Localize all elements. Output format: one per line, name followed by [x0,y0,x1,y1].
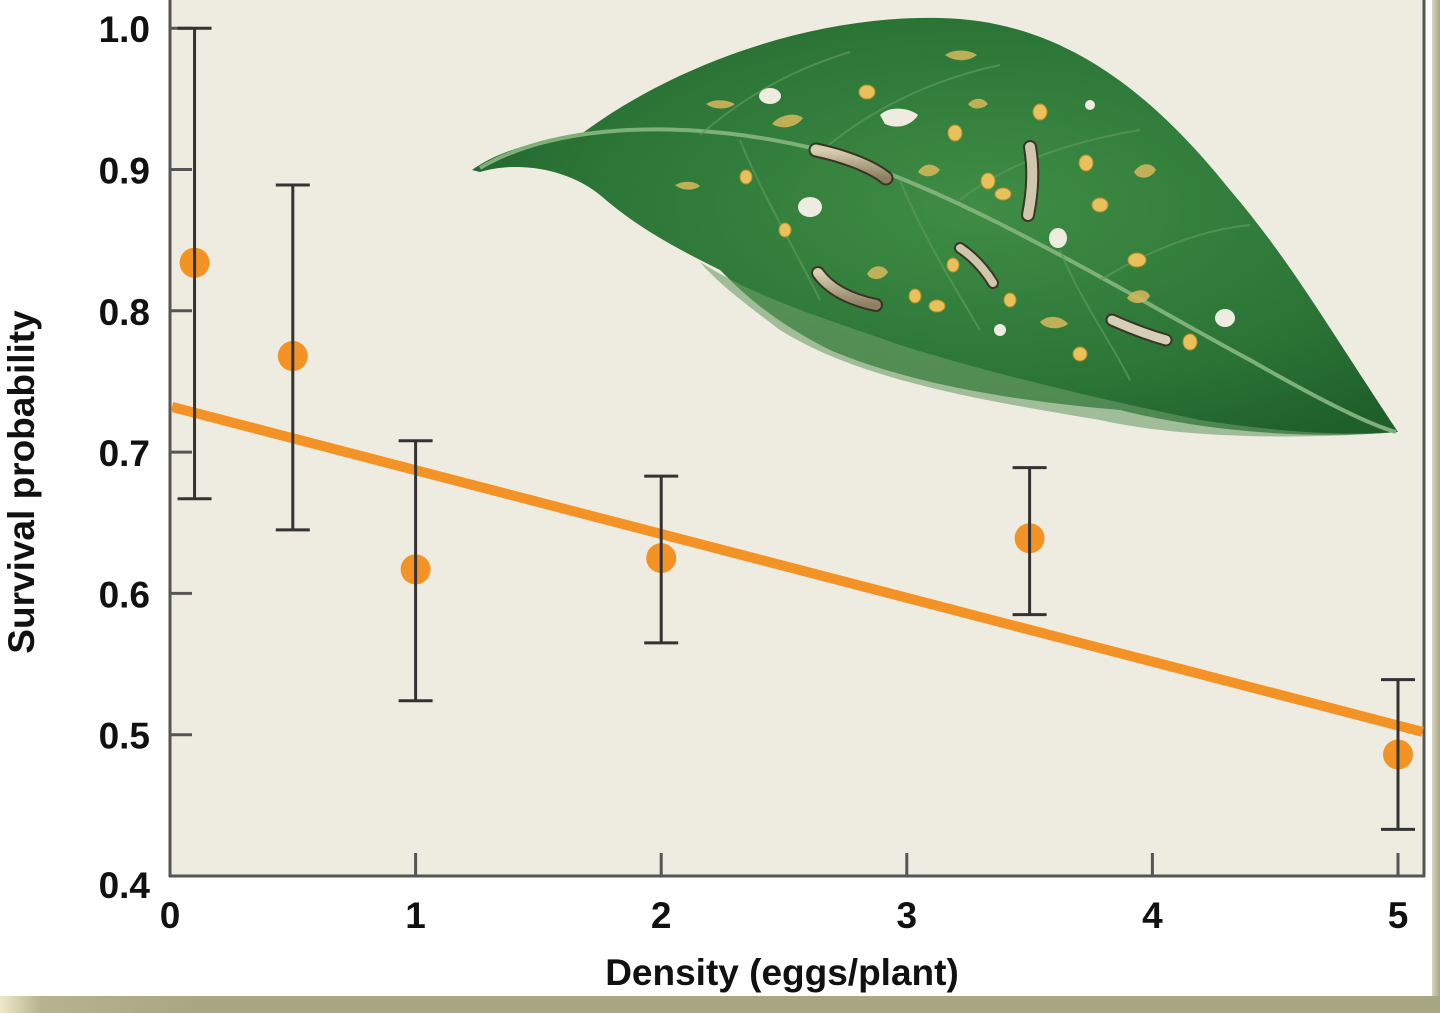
axes [168,0,1426,878]
feeding-holes [759,88,1235,336]
data-point [1012,466,1047,617]
y-axis-title: Survival probability [1,310,42,654]
image-frame-bottom [0,996,1440,1013]
y-tick-label: 0.8 [99,292,150,333]
x-tick-label: 0 [160,895,181,936]
eggs [739,84,1198,362]
x-tick-label: 4 [1142,895,1163,936]
image-frame-right [1432,0,1440,1013]
y-tick-label: 0.9 [99,151,150,192]
y-tick-label: 0.4 [99,865,151,906]
y-tick-label: 1.0 [99,9,150,50]
x-tick-label: 3 [897,895,918,936]
data-point [1381,678,1415,831]
data-point [177,26,212,501]
x-axis-ticks: 0 1 2 3 4 5 [160,853,1409,936]
data-point [644,474,679,645]
y-tick-label: 0.6 [99,574,150,615]
x-axis-title: Density (eggs/plant) [605,952,959,993]
leaf-illustration [472,17,1398,437]
y-axis-ticks: 0.4 0.5 0.6 0.7 0.8 0.9 1.0 [99,9,192,906]
data-point [398,439,433,703]
data-point [275,183,310,532]
x-tick-label: 5 [1388,895,1409,936]
caterpillars [808,140,1173,347]
x-tick-label: 2 [651,895,672,936]
x-tick-label: 1 [405,895,426,936]
data-points [177,26,1415,831]
y-tick-label: 0.5 [99,716,150,757]
trend-line [170,402,1424,737]
hatched-larvae [675,50,1156,329]
y-tick-label: 0.7 [99,433,150,474]
